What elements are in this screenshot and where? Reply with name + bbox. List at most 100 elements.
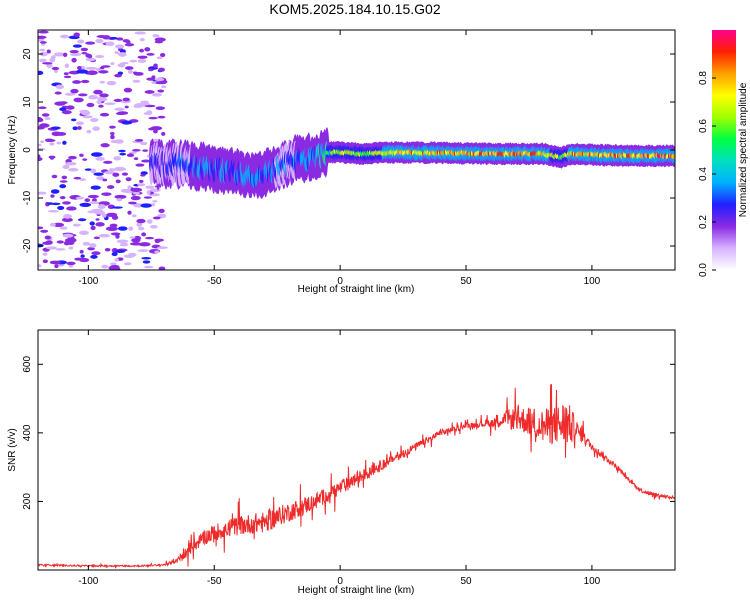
snr-y-tick-label: 600 xyxy=(22,356,33,373)
noise-speckle xyxy=(158,208,165,213)
noise-speckle xyxy=(143,196,153,199)
noise-speckle xyxy=(64,92,76,96)
spectrogram-x-tick-label: -100 xyxy=(78,276,98,287)
noise-speckle xyxy=(109,125,116,129)
noise-speckle xyxy=(63,75,72,79)
snr-x-tick-label: 100 xyxy=(584,576,601,587)
noise-speckle xyxy=(116,239,129,244)
noise-speckle xyxy=(148,116,158,120)
noise-speckle xyxy=(110,132,115,136)
snr-y-tick-label: 200 xyxy=(22,493,33,510)
noise-speckle xyxy=(91,251,101,256)
noise-speckle xyxy=(62,233,74,238)
noise-speckle xyxy=(38,106,47,110)
noise-speckle xyxy=(137,249,149,253)
snr-y-label: SNR (v/v) xyxy=(7,428,18,471)
noise-speckle xyxy=(63,214,72,219)
noise-speckle xyxy=(153,129,158,134)
spectrogram-y-tick-label: -10 xyxy=(22,190,33,205)
noise-speckle xyxy=(118,149,126,153)
noise-speckle xyxy=(89,201,100,205)
noise-speckle xyxy=(114,249,126,253)
noise-speckle xyxy=(92,198,97,203)
noise-speckle xyxy=(68,167,79,172)
noise-speckle xyxy=(157,246,169,250)
spectral-cell xyxy=(672,153,675,160)
noise-speckle xyxy=(140,171,148,175)
noise-speckle xyxy=(39,48,46,52)
noise-speckle xyxy=(70,88,79,94)
noise-speckle xyxy=(127,210,132,215)
noise-speckle xyxy=(117,226,128,231)
noise-speckle xyxy=(109,223,118,228)
spectrogram-x-label: Height of straight line (km) xyxy=(298,284,415,295)
noise-speckle xyxy=(47,139,56,142)
noise-speckle xyxy=(110,134,115,140)
noise-speckle xyxy=(127,252,137,257)
noise-speckle xyxy=(128,201,137,205)
noise-speckle xyxy=(51,131,62,137)
noise-speckle xyxy=(72,126,78,131)
noise-speckle xyxy=(135,163,145,167)
noise-speckle xyxy=(63,52,68,57)
noise-speckle xyxy=(154,239,161,244)
noise-speckle xyxy=(150,126,163,131)
noise-speckle xyxy=(82,241,91,246)
noise-speckle xyxy=(79,258,90,263)
noise-speckle xyxy=(49,260,62,265)
noise-speckle xyxy=(44,235,51,240)
noise-speckle xyxy=(110,139,121,144)
snr-series-line xyxy=(38,384,675,570)
noise-speckle xyxy=(95,156,105,161)
spectrogram-marks xyxy=(38,30,675,270)
noise-speckle xyxy=(54,264,59,269)
noise-speckle xyxy=(114,107,125,111)
noise-speckle xyxy=(85,57,96,62)
noise-speckle xyxy=(141,159,151,163)
noise-speckle xyxy=(99,93,109,98)
noise-speckle xyxy=(108,168,116,172)
noise-speckle xyxy=(61,217,73,223)
noise-speckle xyxy=(95,218,100,221)
noise-speckle xyxy=(50,189,60,194)
noise-speckle xyxy=(127,69,133,74)
noise-speckle xyxy=(158,67,165,72)
noise-speckle xyxy=(38,117,44,123)
noise-speckle xyxy=(125,66,134,70)
noise-speckle xyxy=(102,178,108,182)
noise-speckle xyxy=(49,222,56,227)
spectrogram-y-tick-label: -20 xyxy=(22,238,33,253)
noise-speckle xyxy=(57,205,65,210)
noise-speckle xyxy=(38,156,43,162)
noise-speckle xyxy=(88,94,98,100)
noise-speckle xyxy=(132,71,138,75)
noise-speckle xyxy=(44,117,51,121)
noise-speckle xyxy=(80,79,90,84)
noise-speckle xyxy=(152,216,161,220)
noise-speckle xyxy=(143,265,154,269)
noise-speckle xyxy=(53,52,66,57)
noise-speckle xyxy=(40,140,45,143)
noise-speckle xyxy=(87,247,95,251)
noise-speckle xyxy=(142,149,149,152)
noise-speckle xyxy=(73,97,84,103)
noise-speckle xyxy=(68,246,74,250)
noise-speckle xyxy=(61,175,68,180)
noise-speckle xyxy=(111,206,123,209)
noise-speckle xyxy=(130,187,143,192)
colorbar-label: Normalized spectral amplitude xyxy=(738,82,749,217)
noise-speckle xyxy=(153,63,158,69)
noise-speckle xyxy=(38,58,47,63)
noise-speckle xyxy=(38,30,49,34)
noise-speckle xyxy=(141,257,152,260)
spectrogram-x-tick-label: -50 xyxy=(207,276,222,287)
noise-speckle xyxy=(149,224,158,229)
noise-speckle xyxy=(124,43,135,47)
noise-speckle xyxy=(87,194,100,199)
noise-speckle xyxy=(129,59,138,63)
noise-speckle xyxy=(160,85,167,89)
noise-speckle xyxy=(146,52,155,56)
noise-speckle xyxy=(104,102,116,105)
snr-marks xyxy=(38,384,675,570)
spectrogram-x-tick-label: 50 xyxy=(460,276,472,287)
